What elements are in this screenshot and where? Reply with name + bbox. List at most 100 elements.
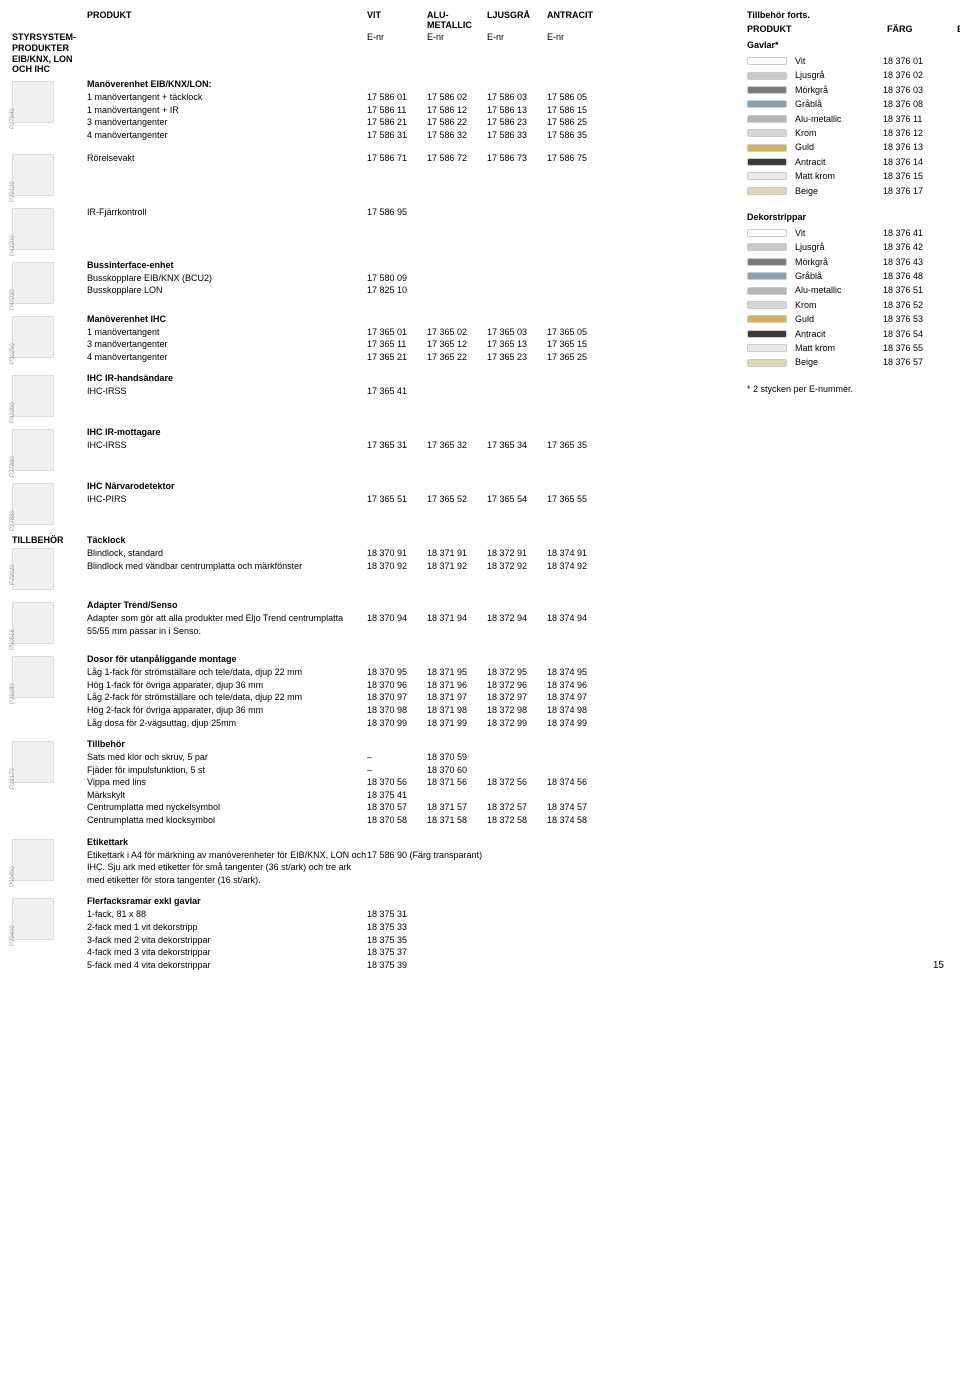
color-row: Krom18 376 12	[747, 126, 960, 140]
product-name: Hög 1-fack för övriga apparater, djup 36…	[87, 679, 367, 692]
table-row: Adapter som gör att alla produkter med E…	[87, 612, 727, 637]
product-name: Låg dosa för 2-vägsuttag, djup 25mm	[87, 717, 367, 730]
page-number: 15	[933, 960, 944, 971]
part-number: 17 365 35	[547, 439, 607, 452]
part-number: 18 374 98	[547, 704, 607, 717]
part-number: 18 376 41	[883, 226, 943, 240]
color-name: Mörkgrå	[795, 255, 883, 269]
product-name: Fjäder för impulsfunktion, 5 st	[87, 764, 367, 777]
part-number: 17 586 71	[367, 152, 427, 165]
color-swatch	[747, 72, 787, 80]
table-row: Centrumplatta med klocksymbol18 370 5818…	[87, 814, 727, 827]
product-name: Märkskylt	[87, 789, 367, 802]
part-number: 18 370 60	[427, 764, 487, 777]
dekor-section: Dekorstrippar Vit18 376 41Ljusgrå18 376 …	[747, 212, 960, 370]
table-row: 2-fack med 1 vit dekorstripp18 375 33	[87, 921, 727, 934]
side-category-label: STYRSYSTEM- PRODUKTER EIB/KNX, LON OCH I…	[12, 32, 87, 75]
product-name: Sats med klor och skruv, 5 par	[87, 751, 367, 764]
part-number: 18 374 97	[547, 691, 607, 704]
color-name: Matt krom	[795, 169, 883, 183]
color-row: Antracit18 376 54	[747, 327, 960, 341]
part-number	[547, 959, 607, 972]
gavlar-title: Gavlar*	[747, 40, 960, 50]
product-name: Busskopplare EIB/KNX (BCU2)	[87, 272, 367, 285]
part-number: 18 376 43	[883, 255, 943, 269]
part-number: 17 825 10	[367, 284, 427, 297]
product-thumb	[12, 839, 54, 881]
part-number	[547, 206, 607, 219]
enr-header: STYRSYSTEM- PRODUKTER EIB/KNX, LON OCH I…	[12, 32, 727, 75]
section-title: IHC IR-mottagare	[87, 427, 727, 437]
part-number	[487, 908, 547, 921]
color-name: Guld	[795, 140, 883, 154]
part-number: 18 376 48	[883, 269, 943, 283]
part-number: 18 376 11	[883, 112, 943, 126]
color-swatch	[747, 315, 787, 323]
part-number: 18 370 56	[367, 776, 427, 789]
right-col-produkt: PRODUKT	[747, 24, 887, 34]
part-number	[487, 934, 547, 947]
product-code: P90490	[10, 866, 16, 887]
table-row: Busskopplare EIB/KNX (BCU2)17 580 09	[87, 272, 727, 285]
part-number: 17 365 15	[547, 338, 607, 351]
part-number: 18 376 51	[883, 283, 943, 297]
product-name: Centrumplatta med klocksymbol	[87, 814, 367, 827]
dekor-title: Dekorstrippar	[747, 212, 960, 222]
part-number: 18 370 94	[367, 612, 427, 637]
color-row: Vit18 376 01	[747, 54, 960, 68]
part-number: 18 370 95	[367, 666, 427, 679]
part-number: 17 586 01	[367, 91, 427, 104]
product-name: 2-fack med 1 vit dekorstripp	[87, 921, 367, 934]
table-row: Blindlock, standard18 370 9118 371 9118 …	[87, 547, 727, 560]
part-number	[487, 751, 547, 764]
table-row: 3 manövertangenter17 365 1117 365 1217 3…	[87, 338, 727, 351]
product-section: P29170TillbehörSats med klor och skruv, …	[12, 739, 727, 827]
part-number	[427, 206, 487, 219]
table-row: IHC-IRSS17 365 3117 365 3217 365 3417 36…	[87, 439, 727, 452]
part-number: 17 586 12	[427, 104, 487, 117]
product-name: Låg 1-fack för strömställare och tele/da…	[87, 666, 367, 679]
section-title: Manöverenhet IHC	[87, 314, 727, 324]
part-number	[547, 908, 607, 921]
part-number: 17 586 95	[367, 206, 427, 219]
product-thumb	[12, 375, 54, 417]
part-number: 17 586 75	[547, 152, 607, 165]
part-number: 18 376 54	[883, 327, 943, 341]
section-title: Etikettark	[87, 837, 727, 847]
product-name: Busskopplare LON	[87, 284, 367, 297]
part-number: 18 376 02	[883, 68, 943, 82]
part-number: 18 376 55	[883, 341, 943, 355]
part-number: 18 376 12	[883, 126, 943, 140]
part-number: 17 586 25	[547, 116, 607, 129]
color-name: Ljusgrå	[795, 68, 883, 82]
product-section: P27880IHC IR-mottagareIHC-IRSS17 365 311…	[12, 427, 727, 471]
product-section: P47030Bussinterface-enhetBusskopplare EI…	[12, 260, 727, 304]
product-thumb	[12, 262, 54, 304]
part-number	[487, 789, 547, 802]
part-number: 17 365 22	[427, 351, 487, 364]
part-number: 18 376 01	[883, 54, 943, 68]
table-row: Hög 1-fack för övriga apparater, djup 36…	[87, 679, 727, 692]
product-thumb	[12, 483, 54, 525]
part-number: 18 372 57	[487, 801, 547, 814]
color-swatch	[747, 243, 787, 251]
part-number	[667, 849, 727, 887]
product-name: IR-Fjärrkontroll	[87, 206, 367, 219]
color-row: Vit18 376 41	[747, 226, 960, 240]
part-number: 17 365 52	[427, 493, 487, 506]
part-number: 17 365 31	[367, 439, 427, 452]
part-number	[487, 946, 547, 959]
part-number: 18 372 92	[487, 560, 547, 573]
part-number: 17 365 05	[547, 326, 607, 339]
color-name: Vit	[795, 54, 883, 68]
product-name: Hög 2-fack för övriga apparater, djup 36…	[87, 704, 367, 717]
part-number: 18 372 58	[487, 814, 547, 827]
product-thumb	[12, 208, 54, 250]
product-code: P42200	[10, 235, 16, 256]
product-name: Adapter som gör att alla produkter med E…	[87, 612, 367, 637]
part-number: 17 586 35	[547, 129, 607, 142]
product-name: 4 manövertangenter	[87, 129, 367, 142]
product-code: P27840	[10, 109, 16, 130]
col-header: ALU- METALLIC	[427, 10, 487, 30]
part-number: 17 586 21	[367, 116, 427, 129]
